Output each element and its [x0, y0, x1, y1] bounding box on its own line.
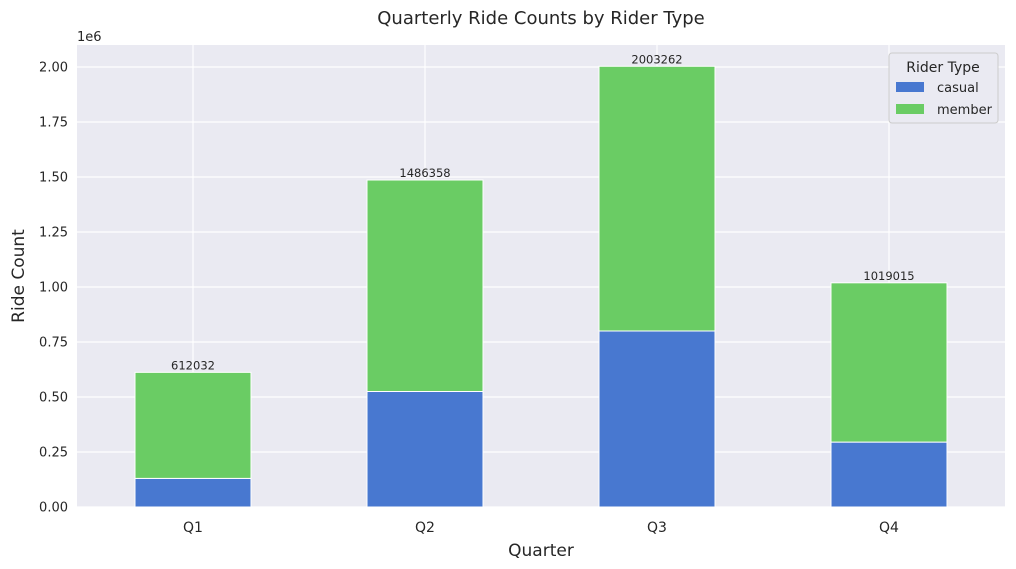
x-axis-label: Quarter [508, 541, 574, 561]
x-tick-label: Q3 [647, 520, 667, 536]
bar-casual-Q1 [134, 477, 252, 508]
x-tick-label: Q4 [879, 520, 899, 536]
bar-member-Q1 [134, 371, 252, 479]
x-tick-label: Q2 [415, 520, 435, 536]
legend-title: Rider Type [906, 60, 979, 76]
bar-casual-Q2 [366, 391, 484, 508]
y-tick-label: 0.50 [39, 391, 68, 406]
y-tick-label: 1.00 [39, 281, 68, 296]
legend-swatch-member [896, 104, 924, 114]
bar-member-Q3 [598, 65, 716, 332]
total-label: 1486358 [399, 166, 450, 180]
y-tick-label: 0.75 [39, 336, 68, 351]
chart-title: Quarterly Ride Counts by Rider Type [377, 8, 704, 29]
bar-member-Q2 [366, 179, 484, 392]
total-label: 612032 [171, 358, 215, 372]
y-tick-labels: 0.00 0.25 0.50 0.75 1.00 1.25 1.50 1.75 2.00 [39, 61, 68, 516]
bar-member-Q4 [830, 282, 948, 443]
legend-label-member: member [937, 103, 993, 118]
legend: Rider Type casual member [888, 52, 999, 124]
y-axis-label: Ride Count [9, 229, 29, 323]
bars [134, 65, 948, 508]
bar-casual-Q4 [830, 441, 948, 508]
y-tick-label: 0.25 [39, 446, 68, 461]
y-tick-label: 1.75 [39, 116, 68, 131]
legend-swatch-casual [896, 82, 924, 92]
total-label: 1019015 [863, 269, 914, 283]
legend-label-casual: casual [937, 81, 979, 96]
bar-casual-Q3 [598, 330, 716, 508]
y-tick-label: 1.50 [39, 171, 68, 186]
total-labels: 612032 1486358 2003262 1019015 [171, 52, 915, 372]
y-tick-label: 0.00 [39, 501, 68, 516]
y-tick-label: 2.00 [39, 61, 68, 76]
x-tick-label: Q1 [183, 520, 203, 536]
y-tick-label: 1.25 [39, 226, 68, 241]
y-offset-label: 1e6 [77, 30, 102, 45]
total-label: 2003262 [631, 52, 682, 66]
x-tick-labels: Q1 Q2 Q3 Q4 [183, 520, 899, 536]
